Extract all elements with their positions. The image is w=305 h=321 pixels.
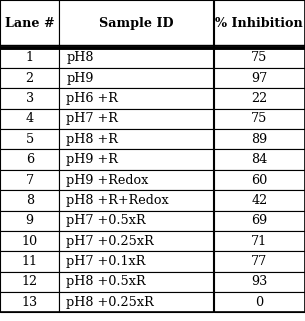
Text: 13: 13	[22, 296, 38, 309]
Bar	[0, 88, 59, 108]
Bar	[214, 150, 305, 170]
Bar	[0, 251, 59, 272]
Bar	[214, 108, 305, 129]
Text: 60: 60	[251, 174, 267, 187]
Text: 12: 12	[22, 275, 38, 288]
Bar	[0, 68, 59, 88]
Bar	[214, 48, 305, 68]
Text: 4: 4	[26, 112, 34, 125]
Bar	[214, 190, 305, 211]
Bar	[59, 68, 213, 88]
Bar	[214, 68, 305, 88]
Text: Sample ID: Sample ID	[99, 17, 174, 30]
Bar	[0, 272, 59, 292]
Bar	[0, 108, 59, 129]
Bar	[59, 272, 213, 292]
Text: pH7 +0.25xR: pH7 +0.25xR	[66, 235, 154, 247]
Bar	[0, 129, 59, 150]
Text: 93: 93	[251, 275, 267, 288]
Text: 22: 22	[251, 92, 267, 105]
Text: 77: 77	[251, 255, 267, 268]
Bar	[59, 231, 213, 251]
Text: pH8 +0.5xR: pH8 +0.5xR	[66, 275, 146, 288]
Text: pH9: pH9	[66, 72, 94, 84]
Text: pH8 +R+Redox: pH8 +R+Redox	[66, 194, 169, 207]
Text: pH9 +R: pH9 +R	[66, 153, 118, 166]
Text: 84: 84	[251, 153, 267, 166]
Bar	[214, 0, 305, 48]
Text: 97: 97	[251, 72, 267, 84]
Bar	[214, 292, 305, 313]
Text: 11: 11	[22, 255, 38, 268]
Bar	[59, 48, 213, 68]
Bar	[214, 272, 305, 292]
Bar	[0, 170, 59, 190]
Text: pH6 +R: pH6 +R	[66, 92, 118, 105]
Bar	[214, 129, 305, 150]
Text: 2: 2	[26, 72, 34, 84]
Text: 5: 5	[26, 133, 34, 146]
Text: Lane #: Lane #	[5, 17, 55, 30]
Bar	[0, 150, 59, 170]
Bar	[59, 251, 213, 272]
Text: 3: 3	[26, 92, 34, 105]
Text: pH7 +0.1xR: pH7 +0.1xR	[66, 255, 145, 268]
Bar	[214, 231, 305, 251]
Bar	[59, 170, 213, 190]
Bar	[59, 0, 213, 48]
Text: pH8 +0.25xR: pH8 +0.25xR	[66, 296, 154, 309]
Bar	[0, 0, 59, 48]
Bar	[214, 211, 305, 231]
Text: 89: 89	[251, 133, 267, 146]
Bar	[214, 88, 305, 108]
Bar	[59, 108, 213, 129]
Bar	[214, 251, 305, 272]
Text: pH9 +Redox: pH9 +Redox	[66, 174, 149, 187]
Text: 6: 6	[26, 153, 34, 166]
Text: pH8 +R: pH8 +R	[66, 133, 118, 146]
Bar	[59, 88, 213, 108]
Text: 10: 10	[22, 235, 38, 247]
Text: 75: 75	[251, 51, 267, 64]
Bar	[0, 292, 59, 313]
Bar	[0, 211, 59, 231]
Text: 42: 42	[251, 194, 267, 207]
Text: 9: 9	[26, 214, 34, 227]
Text: % Inhibition: % Inhibition	[215, 17, 303, 30]
Text: pH7 +0.5xR: pH7 +0.5xR	[66, 214, 146, 227]
Text: 8: 8	[26, 194, 34, 207]
Text: 0: 0	[255, 296, 263, 309]
Bar	[0, 231, 59, 251]
Bar	[59, 150, 213, 170]
Bar	[0, 48, 59, 68]
Text: pH8: pH8	[66, 51, 94, 64]
Text: 71: 71	[251, 235, 267, 247]
Text: 7: 7	[26, 174, 34, 187]
Text: 1: 1	[26, 51, 34, 64]
Bar	[214, 170, 305, 190]
Bar	[0, 190, 59, 211]
Bar	[59, 129, 213, 150]
Bar	[59, 292, 213, 313]
Bar	[59, 190, 213, 211]
Text: pH7 +R: pH7 +R	[66, 112, 118, 125]
Text: 69: 69	[251, 214, 267, 227]
Text: 75: 75	[251, 112, 267, 125]
Bar	[59, 211, 213, 231]
